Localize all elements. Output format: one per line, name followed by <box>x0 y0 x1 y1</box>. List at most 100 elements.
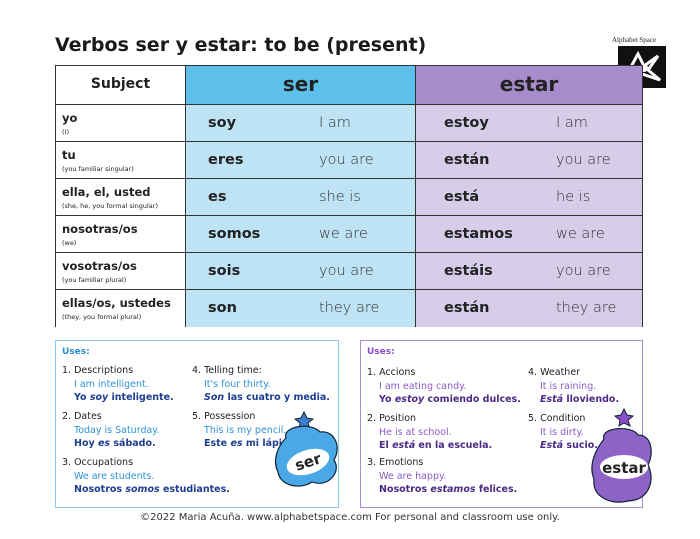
subject-cell: ellas/os, ustedes (they, you formal plura… <box>56 290 186 327</box>
ser-mascot: ser <box>274 410 338 487</box>
ser-meaning: we are <box>319 226 368 242</box>
ser-cell: soy I am <box>186 105 416 142</box>
use-example-es: Está sucio. <box>540 440 598 451</box>
estar-mascot-label: estar <box>602 459 646 477</box>
verb-emphasis: estamos <box>430 484 476 495</box>
use-example-en: We are students. <box>74 471 155 482</box>
ser-verb: somos <box>208 226 261 242</box>
sentence-part: inteligente. <box>108 392 174 403</box>
estar-cell: están they are <box>416 290 642 327</box>
sentence-part: Nosotros <box>74 484 126 495</box>
estar-mascot: estar <box>591 407 652 503</box>
ser-meaning: she is <box>319 189 361 205</box>
subject: vosotras/os <box>62 259 137 273</box>
ser-verb: son <box>208 300 237 316</box>
verb-emphasis: Está <box>540 394 564 405</box>
use-label: 5. Condition <box>528 413 586 424</box>
use-example-es: Este es mi lápiz. <box>204 438 291 449</box>
use-label: 5. Possession <box>192 411 256 422</box>
estar-verb: están <box>444 152 490 168</box>
estar-verb: están <box>444 300 490 316</box>
subject-cell: vosotras/os (you familiar plural) <box>56 253 186 290</box>
use-label: 4. Weather <box>528 367 581 378</box>
use-example-es: Está lloviendo. <box>540 394 619 405</box>
subject: tu <box>62 148 76 162</box>
ser-cell: sois you are <box>186 253 416 290</box>
subject-note: (we) <box>62 239 77 247</box>
use-label: 3. Emotions <box>367 457 424 468</box>
ser-meaning: they are <box>319 300 380 316</box>
estar-cell: estamos we are <box>416 216 642 253</box>
verb-emphasis: Está <box>540 440 564 451</box>
estar-meaning: we are <box>556 226 605 242</box>
ser-cell: es she is <box>186 179 416 216</box>
use-example-es: El está en la escuela. <box>379 440 492 451</box>
estar-meaning: he is <box>556 189 591 205</box>
verb-emphasis: Son <box>204 392 225 403</box>
ser-cell: son they are <box>186 290 416 327</box>
sentence-part: estudiantes. <box>159 484 230 495</box>
estar-cell: están you are <box>416 142 642 179</box>
sentence-part: Yo <box>379 394 395 405</box>
conjugation-table: Subject ser estar yo (I) soy I am estoy I am tu (y… <box>55 65 643 327</box>
subject-note: (I) <box>62 128 69 136</box>
estar-uses-box: Uses: 1. Accions I am eating candy. Yo esto… <box>360 340 643 508</box>
ser-cell: eres you are <box>186 142 416 179</box>
sentence-part: felices. <box>475 484 518 495</box>
ser-verb: soy <box>208 115 237 131</box>
sentence-part: lloviendo. <box>563 394 620 405</box>
sentence-part: en la escuela. <box>415 440 493 451</box>
subject-cell: tu (you familiar singular) <box>56 142 186 179</box>
sentence-part: El <box>379 440 393 451</box>
use-example-en: This is my pencil. <box>204 425 287 436</box>
uses-heading: Uses: <box>367 347 395 357</box>
estar-verb: estáis <box>444 263 493 279</box>
use-label: 2. Dates <box>62 411 102 422</box>
estar-cell: está he is <box>416 179 642 216</box>
verb-emphasis: es <box>230 438 243 449</box>
header-text: estar <box>499 72 559 96</box>
use-example-es: Hoy es sábado. <box>74 438 156 449</box>
use-example-es: Nosotros somos estudiantes. <box>74 484 230 495</box>
use-example-en: It is raining. <box>540 381 597 392</box>
use-example-en: We are happy. <box>379 471 447 482</box>
use-label: 1. Accions <box>367 367 416 378</box>
estar-verb: está <box>444 189 480 205</box>
subject: nosotras/os <box>62 222 138 236</box>
ser-uses-box: Uses: 1. Descriptions I am intelligent. Yo … <box>55 340 339 508</box>
header-text: ser <box>282 72 319 96</box>
header-cell: estar <box>416 66 642 105</box>
ser-verb: sois <box>208 263 241 279</box>
use-example-en: It is dirty. <box>540 427 584 438</box>
sentence-part: sucio. <box>563 440 598 451</box>
header-cell: ser <box>186 66 416 105</box>
sentence-part: las cuatro y media. <box>224 392 330 403</box>
use-example-en: He is at school. <box>379 427 452 438</box>
estar-verb: estamos <box>444 226 513 242</box>
sentence-part: sábado. <box>110 438 156 449</box>
verb-emphasis: somos <box>125 484 160 495</box>
verb-emphasis: estoy <box>394 394 425 405</box>
sentence-part: Este <box>204 438 231 449</box>
use-label: 3. Occupations <box>62 457 134 468</box>
ser-meaning: you are <box>319 152 374 168</box>
subject: ellas/os, ustedes <box>62 296 171 310</box>
estar-verb: estoy <box>444 115 489 131</box>
subject-note: (they, you formal plural) <box>62 313 142 321</box>
use-example-en: Today is Saturday. <box>74 425 160 436</box>
estar-meaning: they are <box>556 300 617 316</box>
use-label: 4. Telling time: <box>192 365 262 376</box>
subject: ella, el, usted <box>62 185 151 199</box>
verb-emphasis: es <box>97 438 111 449</box>
logo-text: Alphabet Space <box>612 36 657 44</box>
use-example-es: Yo soy inteligente. <box>74 392 174 403</box>
estar-meaning: you are <box>556 152 611 168</box>
header-text: Subject <box>90 76 151 92</box>
uses-heading: Uses: <box>62 347 90 357</box>
ser-meaning: I am <box>319 115 351 131</box>
estar-cell: estáis you are <box>416 253 642 290</box>
estar-meaning: I am <box>556 115 588 131</box>
use-example-es: Nosotros estamos felices. <box>379 484 517 495</box>
use-label: 1. Descriptions <box>62 365 134 376</box>
